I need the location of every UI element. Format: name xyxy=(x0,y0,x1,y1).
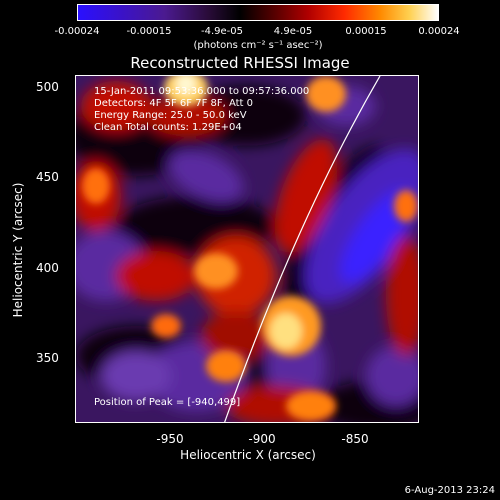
colorbar-tick: -0.00015 xyxy=(126,26,172,37)
solar-limb-line xyxy=(224,76,381,422)
x-tick-label: -900 xyxy=(248,432,276,446)
x-axis-label: Heliocentric X (arcsec) xyxy=(180,448,316,462)
info-energy: Energy Range: 25.0 - 50.0 keV xyxy=(94,110,247,121)
colorbar-tick: 0.00024 xyxy=(418,26,460,37)
plot-title: Reconstructed RHESSI Image xyxy=(130,54,350,72)
info-time: 15-Jan-2011 09:53:36.000 to 09:57:36.000 xyxy=(94,86,310,97)
colorbar-tick: 0.00015 xyxy=(345,26,387,37)
info-peak: Position of Peak = [-940,499] xyxy=(94,397,241,408)
y-tick-label: 450 xyxy=(36,170,59,184)
colorbar-unit: (photons cm⁻² s⁻¹ asec⁻²) xyxy=(193,40,323,51)
colorbar-tick: -4.9e-05 xyxy=(201,26,243,37)
image-plot: 15-Jan-2011 09:53:36.000 to 09:57:36.000… xyxy=(75,75,419,423)
info-detectors: Detectors: 4F 5F 6F 7F 8F, Att 0 xyxy=(94,98,254,109)
x-tick-label: -850 xyxy=(341,432,369,446)
y-axis-label: Heliocentric Y (arcsec) xyxy=(11,182,25,318)
y-tick-label: 400 xyxy=(36,261,59,275)
y-tick-label: 500 xyxy=(36,80,59,94)
colorbar xyxy=(77,4,439,21)
info-clean: Clean Total counts: 1.29E+04 xyxy=(94,122,242,133)
timestamp: 6-Aug-2013 23:24 xyxy=(404,485,495,496)
y-tick-label: 350 xyxy=(36,351,59,365)
colorbar-tick: 4.9e-05 xyxy=(273,26,313,37)
colorbar-tick: -0.00024 xyxy=(54,26,100,37)
heatmap-image xyxy=(76,76,418,422)
x-tick-label: -950 xyxy=(156,432,184,446)
